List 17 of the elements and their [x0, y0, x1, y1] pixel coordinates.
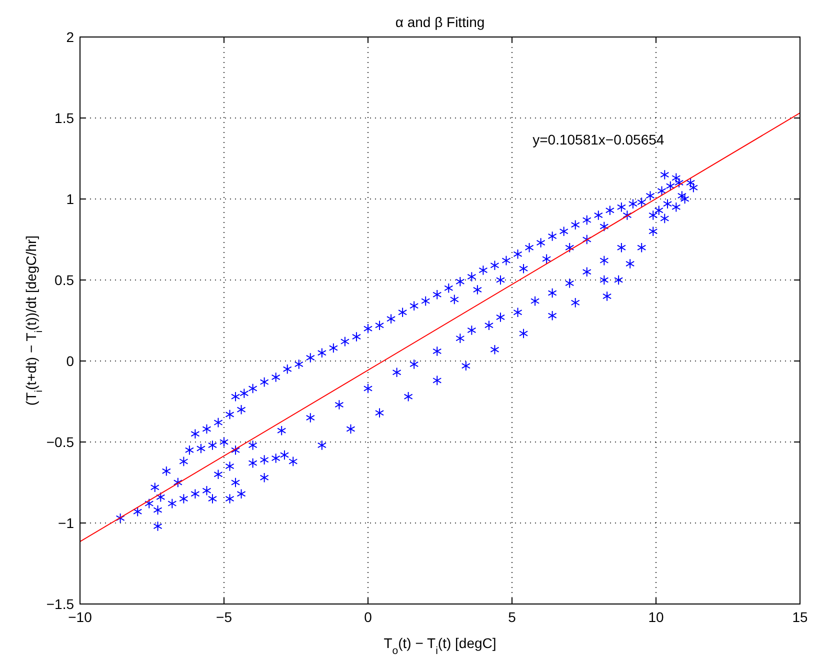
- y-tick-label: −1: [58, 515, 74, 531]
- chart-title: α and β Fitting: [395, 14, 485, 30]
- x-tick-label: 15: [792, 609, 808, 625]
- y-tick-label: −0.5: [46, 434, 74, 450]
- x-tick-label: −10: [68, 609, 92, 625]
- y-tick-label: 1.5: [54, 110, 74, 126]
- x-axis-title: T$_{o}$(t) − T$_{i}$(t) [degC]: [384, 635, 496, 657]
- y-tick-label: 2: [66, 29, 74, 45]
- x-tick-label: 0: [364, 609, 372, 625]
- y-tick-label: 1: [66, 191, 74, 207]
- x-tick-label: −5: [216, 609, 232, 625]
- y-tick-label: 0: [66, 353, 74, 369]
- y-tick-label: −1.5: [46, 596, 74, 612]
- y-tick-label: 0.5: [54, 272, 74, 288]
- x-tick-label: 5: [508, 609, 516, 625]
- annotation: y=0.10581x−0.05654: [532, 132, 664, 148]
- x-tick-label: 10: [648, 609, 664, 625]
